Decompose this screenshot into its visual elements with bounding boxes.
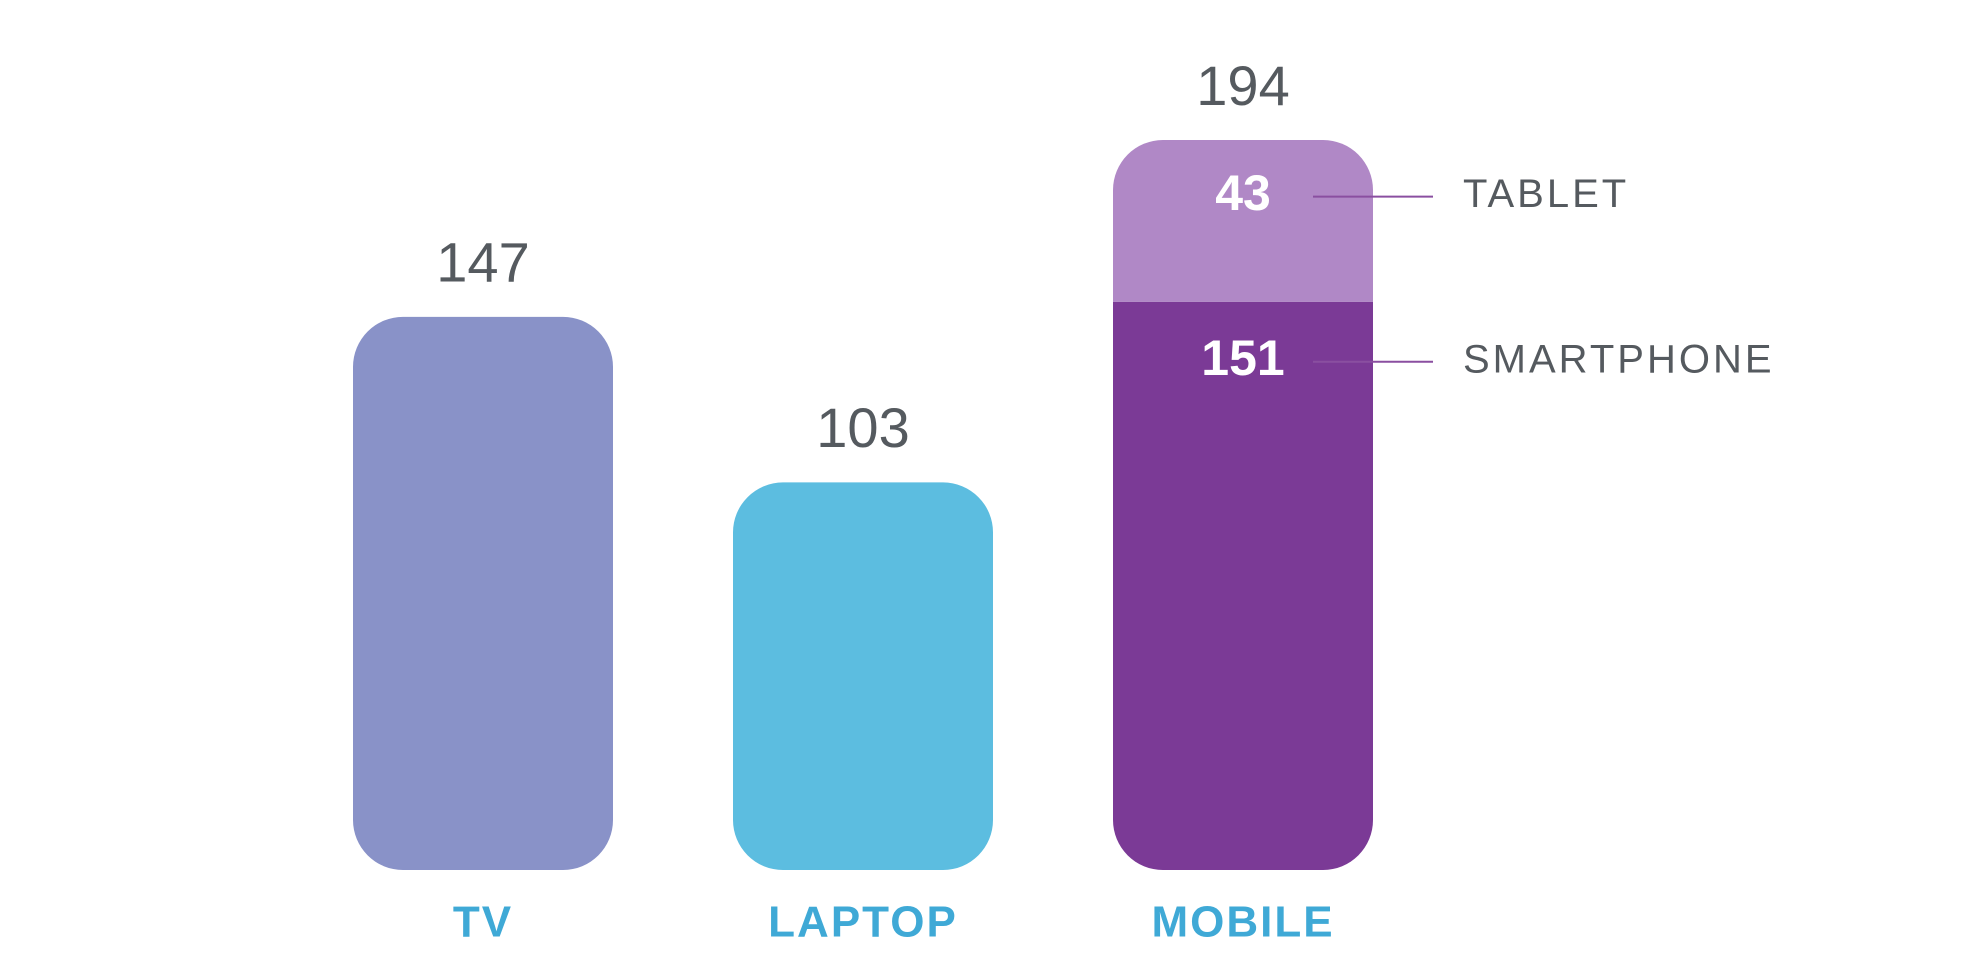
bar-segment-laptop-laptop-all	[733, 482, 993, 870]
bar-category-mobile: MOBILE	[1151, 898, 1334, 947]
bar-total-laptop: 103	[816, 396, 909, 459]
device-usage-bar-chart: 147 TV 103 LAPTOP 151 SMARTPHONE 43 TABLET 194 MO…	[0, 0, 1966, 967]
bar-segment-tv-tv-all	[353, 317, 613, 870]
bar-segment-value-mobile-tablet: 43	[1215, 165, 1271, 221]
bar-segment-mobile-smartphone	[1113, 302, 1373, 870]
callout-label-smartphone: SMARTPHONE	[1463, 337, 1775, 381]
bar-category-tv: TV	[453, 898, 513, 947]
bar-total-mobile: 194	[1196, 54, 1289, 117]
bar-total-tv: 147	[436, 231, 529, 294]
bar-segment-value-mobile-smartphone: 151	[1201, 330, 1284, 386]
callout-label-tablet: TABLET	[1463, 172, 1629, 216]
bar-category-laptop: LAPTOP	[768, 898, 958, 947]
chart-svg: 147 TV 103 LAPTOP 151 SMARTPHONE 43 TABLET 194 MO…	[0, 0, 1966, 967]
